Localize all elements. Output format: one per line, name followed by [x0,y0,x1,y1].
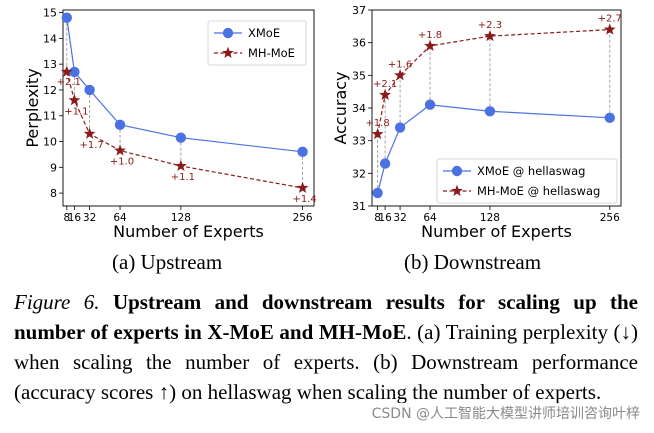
series-line-mh-moe-hellaswag [377,29,610,135]
data-point-circle [424,99,436,110]
y-tick-label: 35 [352,69,366,82]
x-axis-label: Number of Experts [421,222,572,241]
data-point-star [83,127,96,139]
y-tick-label: 14 [43,32,57,45]
data-point-circle [604,112,615,124]
gain-annotation: +2.1 [373,79,397,90]
y-tick-label: 31 [352,200,366,213]
x-axis-label: Number of Experts [113,222,264,241]
x-tick-label: 256 [600,212,620,224]
data-point-star [114,144,126,156]
data-point-circle [175,132,187,143]
legend-label: XMoE [248,26,280,40]
subcaption-upstream: (a) Upstream [112,250,223,274]
x-tick-label: 32 [83,212,96,224]
data-point-circle [61,12,73,23]
legend-marker-star [222,46,234,59]
caption-figure-label: Figure 6. [14,290,100,314]
x-tick-label: 16 [68,212,82,224]
y-tick-label: 11 [43,110,57,123]
legend-marker-circle [451,165,463,177]
x-tick-label: 64 [113,212,127,224]
data-point-star [68,94,81,106]
x-tick-label: 128 [480,212,500,224]
x-tick-label: 16 [378,212,392,224]
data-point-star [60,65,73,77]
series-line-mh-moe [66,71,303,189]
data-point-circle [69,66,80,78]
y-tick-label: 9 [50,161,57,174]
data-point-star [175,159,187,172]
y-tick-label: 37 [352,4,366,17]
data-point-star [394,69,406,81]
data-point-star [484,29,496,42]
y-tick-label: 34 [352,102,366,115]
data-point-star [296,181,309,193]
data-point-circle [114,119,126,130]
data-point-circle [379,158,391,169]
data-point-star [371,127,384,140]
figure-caption: Figure 6. Upstream and downstream result… [14,287,638,407]
x-tick-label: 128 [171,212,191,224]
gain-annotation: +1.0 [110,157,134,168]
legend: XMoE @ hellaswag MH-MoE @ hellaswag [436,158,618,204]
data-point-circle [484,106,496,117]
legend: XMoE MH-MoE [207,20,307,66]
x-tick-label: 8 [374,212,381,224]
x-tick-label: 256 [293,212,313,224]
x-tick-label: 64 [423,212,437,224]
legend-label: XMoE @ hellaswag [477,164,585,178]
data-point-star [603,23,616,35]
y-axis-label: Accuracy [331,71,350,144]
caption-body: . (a) Training perplexity (↓) when scali… [14,320,638,404]
gain-annotation: +1.6 [388,59,412,70]
y-tick-label: 33 [352,135,366,148]
gain-annotation: +2.7 [598,14,622,25]
x-tick-label: 8 [63,212,70,224]
legend-marker-circle [222,27,234,39]
data-point-circle [372,187,383,199]
watermark: CSDN @人工智能大模型讲师培训咨询叶梓 [371,403,640,423]
caption-bold-title: Upstream and downstream results for scal… [14,290,639,344]
y-axis-label: Perplexity [23,68,42,147]
y-tick-label: 10 [43,136,57,149]
y-tick-label: 12 [43,84,57,97]
y-tick-label: 32 [352,167,366,180]
gain-annotation: +2.3 [478,20,502,31]
data-point-circle [394,122,406,133]
gain-annotation: +1.8 [418,30,442,41]
y-tick-label: 13 [43,58,57,71]
gain-annotation: +1.4 [292,194,316,205]
data-point-circle [84,84,95,96]
series-line-xmoe [66,17,303,153]
gain-annotation: +1.8 [365,118,389,129]
gain-annotation: +1.1 [64,106,88,117]
data-point-star [379,88,391,100]
legend-label: MH-MoE @ hellaswag [477,184,600,198]
gain-annotation: +1.1 [171,172,195,183]
plot-frame [62,9,315,207]
data-point-star [424,39,436,51]
data-point-circle [297,146,308,158]
legend-marker-star [451,184,463,197]
legend-box [436,158,618,204]
legend-label: MH-MoE [248,46,295,60]
y-tick-label: 36 [352,37,366,50]
y-tick-label: 15 [43,7,57,20]
x-tick-label: 32 [393,212,406,224]
y-tick-label: 8 [50,187,57,200]
gain-annotation: +1.7 [79,140,103,151]
subcaption-downstream: (b) Downstream [404,250,542,274]
gain-annotation: +2.1 [57,77,81,88]
